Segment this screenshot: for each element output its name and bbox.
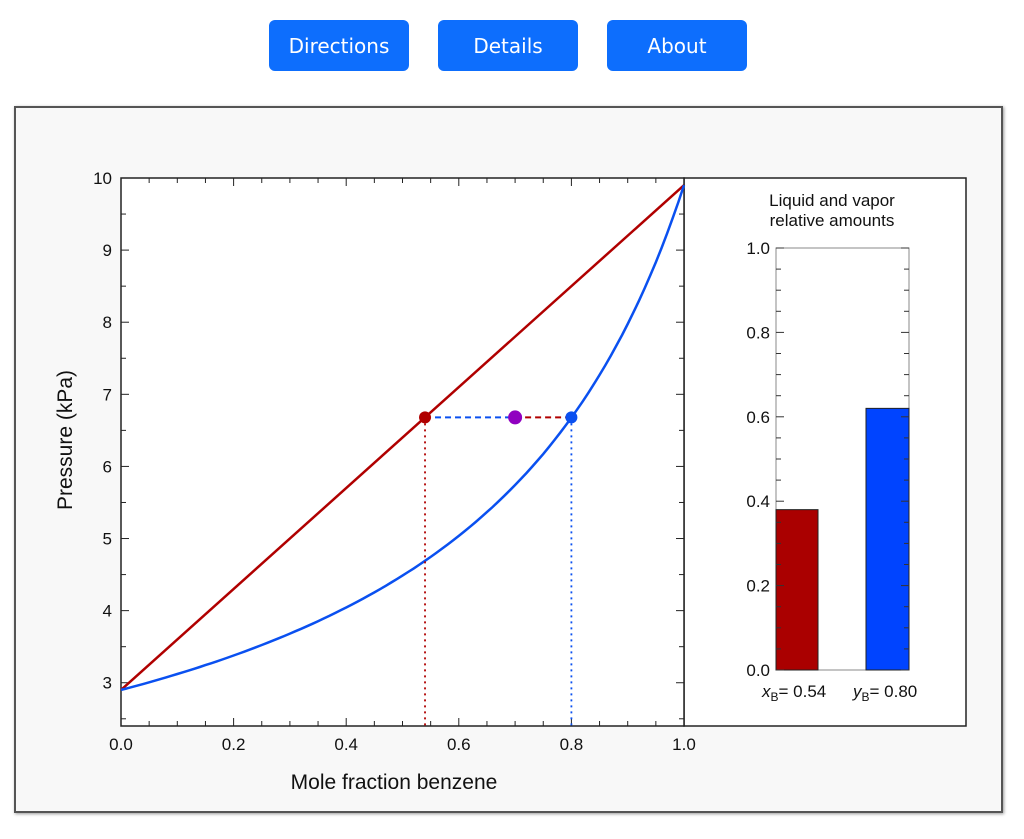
bar-y-tick-label: 0.2 [746, 577, 770, 596]
directions-button[interactable]: Directions [269, 20, 409, 71]
bar-y-tick-label: 0.4 [746, 492, 770, 511]
bar-y-tick-label: 1.0 [746, 239, 770, 258]
details-button[interactable]: Details [438, 20, 578, 71]
x-tick-label: 0.6 [447, 735, 471, 754]
liquid-point [419, 411, 432, 424]
overall-composition-point [508, 410, 523, 425]
about-button[interactable]: About [607, 20, 747, 71]
y-tick-label: 6 [103, 457, 112, 476]
x-axis-label: Mole fraction benzene [291, 771, 498, 794]
y-axis-label: Pressure (kPa) [54, 370, 77, 510]
bubble-line [120, 184, 685, 691]
bar-yB [865, 407, 910, 671]
bar-title-1: Liquid and vapor [769, 191, 895, 210]
y-tick-label: 10 [93, 169, 112, 188]
yb-label: yB= 0.80 [852, 682, 917, 704]
bar-y-tick-label: 0.8 [746, 323, 770, 342]
y-tick-label: 8 [103, 313, 112, 332]
x-tick-label: 0.4 [334, 735, 358, 754]
x-tick-label: 0.0 [109, 735, 133, 754]
bar-xB [775, 509, 819, 671]
xb-label: xB= 0.54 [761, 682, 826, 704]
dew-curve [120, 184, 686, 692]
y-tick-label: 3 [103, 674, 112, 693]
vapor-point [565, 411, 578, 424]
y-tick-label: 9 [103, 241, 112, 260]
bar-title-2: relative amounts [770, 211, 895, 230]
bar-y-tick-label: 0.0 [746, 661, 770, 680]
y-tick-label: 5 [103, 530, 112, 549]
x-tick-label: 1.0 [672, 735, 696, 754]
y-tick-label: 7 [103, 385, 112, 404]
y-tick-label: 4 [103, 602, 112, 621]
x-tick-label: 0.8 [560, 735, 584, 754]
bar-y-tick-label: 0.6 [746, 408, 770, 427]
x-tick-label: 0.2 [222, 735, 246, 754]
